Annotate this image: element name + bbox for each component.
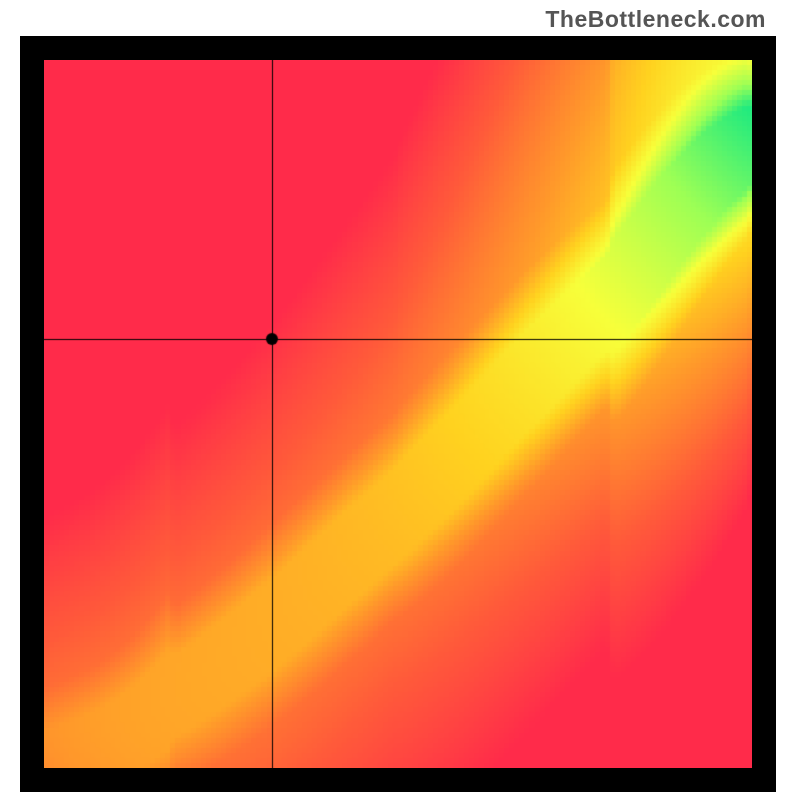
- chart-frame: [20, 36, 776, 792]
- watermark-text: TheBottleneck.com: [545, 6, 766, 33]
- bottleneck-heatmap: [44, 60, 752, 768]
